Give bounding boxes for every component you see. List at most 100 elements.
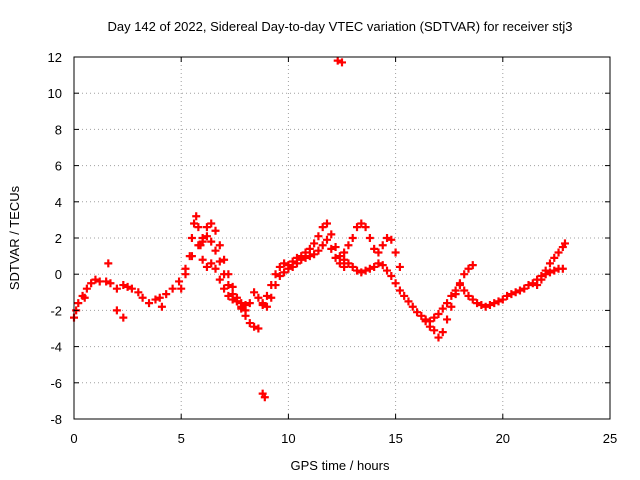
data-point: 3.5, -1.6 — [145, 299, 154, 308]
data-point: 2.7, -0.8 — [127, 284, 136, 293]
data-point: 13.8, 2 — [365, 234, 374, 242]
data-point: 12, 1.4 — [327, 244, 336, 253]
data-point: 8.8, -1.6 — [258, 299, 267, 308]
data-point: 12, 2.2 — [327, 230, 336, 239]
data-point: 1.6, 0.6 — [104, 259, 113, 268]
data-point: 15.8, -1.8 — [408, 302, 417, 311]
data-point: 20, -1.4 — [498, 295, 507, 304]
data-point: 6.6, 1.3 — [211, 246, 220, 255]
data-point: 14.8, -0.1 — [387, 272, 396, 281]
y-tick-label: 8 — [55, 122, 62, 137]
data-point: 18.4, -1.2 — [464, 291, 473, 300]
data-point: 14.6, 0.2 — [383, 266, 392, 275]
data-point: 7.2, -0.6 — [224, 281, 233, 290]
data-point: 13.2, 0.2 — [353, 266, 362, 275]
data-point: 5.7, 3.2 — [192, 212, 201, 221]
data-point: 13.4, 2.8 — [357, 219, 366, 228]
data-point: 14, 1.4 — [370, 244, 379, 253]
data-point: 15, -0.5 — [391, 279, 400, 288]
data-point: 7.8, -1.9 — [237, 304, 246, 313]
data-point: 18.6, 0.5 — [468, 261, 477, 270]
data-point: 2.5, -0.7 — [123, 282, 132, 291]
data-point: 11.2, 1.7 — [310, 239, 319, 248]
data-point: 14.4, 0.5 — [378, 261, 387, 270]
data-point: 5, -0.8 — [177, 284, 186, 293]
data-point: 12.4, 1 — [335, 252, 344, 261]
data-point: 21.4, -0.5 — [528, 279, 537, 288]
data-point: 12.8, 0.6 — [344, 259, 353, 268]
data-point: 15.4, -1.2 — [400, 291, 409, 300]
data-point: 16.2, -2.3 — [417, 311, 426, 320]
y-tick-label: 6 — [55, 159, 62, 174]
data-point: 8, -1.7 — [241, 300, 250, 309]
data-point: 22.8, 0.3 — [558, 264, 567, 273]
data-point: 7.4, -1.4 — [228, 295, 237, 304]
data-point: 17.2, -3.2 — [438, 328, 447, 337]
y-tick-label: 2 — [55, 231, 62, 246]
data-point: 11.2, 1.1 — [310, 250, 319, 259]
data-point: 14.2, 0.6 — [374, 259, 383, 268]
data-point: 6.4, 0.6 — [207, 259, 216, 268]
data-point: 12.2, 1.5 — [331, 243, 340, 252]
data-point: 7, -0.8 — [220, 284, 229, 293]
data-point: 10.4, 0.6 — [292, 259, 301, 268]
x-tick-label: 10 — [281, 431, 295, 446]
data-point: 4.1, -1.8 — [157, 302, 166, 311]
data-point: 14.6, 2 — [383, 234, 392, 242]
data-point: 22.2, 0.6 — [545, 259, 554, 268]
data-point: 0.5, -1.3 — [80, 293, 89, 302]
data-point: 14.2, 1.2 — [374, 248, 383, 257]
data-point: 17.4, -1.6 — [443, 299, 452, 308]
data-point: 16.8, -3.1 — [430, 326, 439, 335]
data-point: 7.2, 0 — [224, 270, 233, 279]
data-point: 6.2, 0.4 — [202, 262, 211, 271]
data-point: 22.4, 0.2 — [550, 266, 559, 275]
data-point: 9, -1.2 — [262, 291, 271, 300]
data-point: 11.8, 2.8 — [322, 219, 331, 228]
data-point: 16.8, -2.4 — [430, 313, 439, 322]
data-point: 7, 0.8 — [220, 255, 229, 264]
data-point: 14, 0.4 — [370, 262, 379, 271]
data-point: 13.6, 2.6 — [361, 223, 370, 232]
data-point: 12.2, 0.9 — [331, 253, 340, 262]
data-point: 6.8, 1.6 — [215, 241, 224, 250]
data-point: 6.4, 1.8 — [207, 237, 216, 246]
data-point: 5.8, 2.6 — [194, 223, 203, 232]
data-point: 6.6, 2.4 — [211, 226, 220, 235]
data-point: 17, -3.5 — [434, 333, 443, 342]
data-point: 7.2, -1.2 — [224, 291, 233, 300]
data-point: 11, 1 — [305, 252, 314, 261]
x-tick-label: 5 — [178, 431, 185, 446]
data-point: 17.2, -1.9 — [438, 304, 447, 313]
data-point: 10.2, 0.4 — [288, 262, 297, 271]
data-point: 9.4, -0.6 — [271, 281, 280, 290]
data-point: 13.2, 2.6 — [353, 223, 362, 232]
data-point: 9.8, 0.1 — [280, 268, 289, 277]
data-point: 15.2, -0.9 — [395, 286, 404, 295]
data-point: 5.5, 2 — [187, 234, 196, 242]
data-point: 13.4, 0.1 — [357, 268, 366, 277]
data-point: 6, 0.8 — [198, 255, 207, 264]
data-point: 19, -1.7 — [477, 300, 486, 309]
chart-title: Day 142 of 2022, Sidereal Day-to-day VTE… — [107, 19, 572, 34]
data-point: 10, 0.3 — [284, 264, 293, 273]
data-point: 19.4, -1.7 — [485, 300, 494, 309]
data-point: 3.8, -1.4 — [151, 295, 160, 304]
data-point: 21.6, -0.6 — [533, 281, 542, 290]
data-point: 6.8, -0.3 — [215, 275, 224, 284]
data-point: 4.3, -1.1 — [162, 290, 171, 299]
data-point: 12.8, 1.6 — [344, 241, 353, 250]
data-point: 22.4, 0.9 — [550, 253, 559, 262]
data-point: 11.8, 1.9 — [322, 235, 331, 244]
data-point: 13, 0.4 — [348, 262, 357, 271]
data-point: 15.2, 0.4 — [395, 262, 404, 271]
data-point: 0.8, -0.5 — [87, 279, 96, 288]
grid — [74, 57, 610, 419]
data-point: 12.3, 11.8 — [333, 56, 342, 65]
data-point: 4.9, -0.4 — [175, 277, 184, 286]
data-point: 21, -0.8 — [520, 284, 529, 293]
x-tick-label: 20 — [496, 431, 510, 446]
data-point: 11.4, 2.1 — [314, 232, 323, 241]
data-point: 20.2, -1.2 — [503, 291, 512, 300]
